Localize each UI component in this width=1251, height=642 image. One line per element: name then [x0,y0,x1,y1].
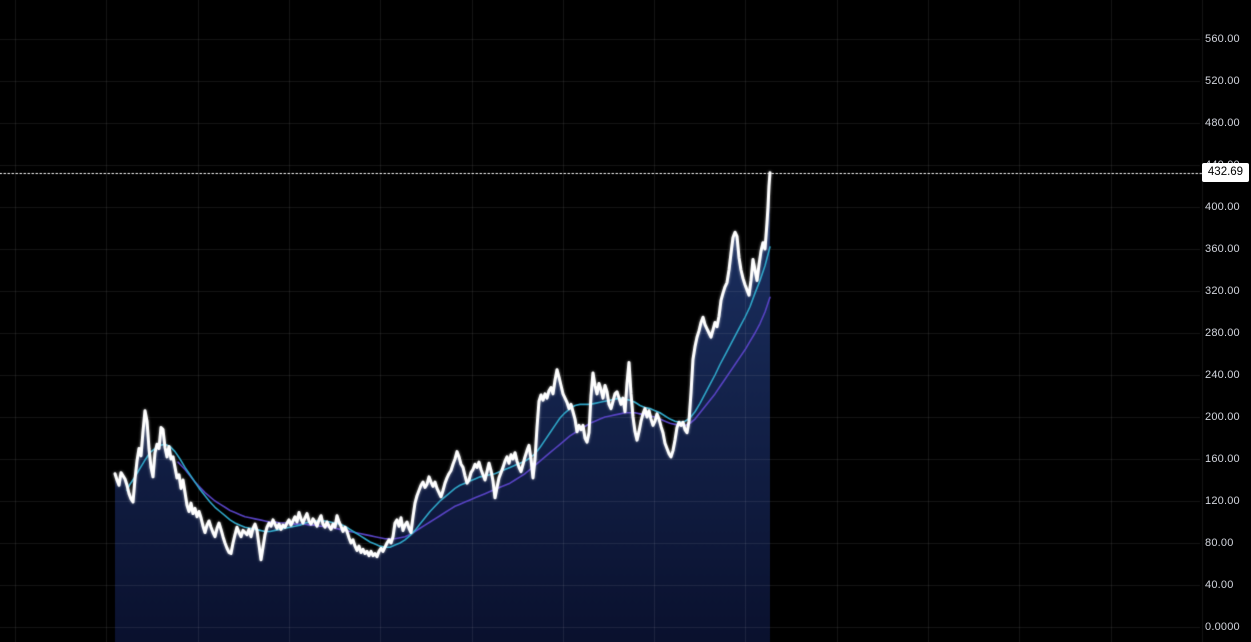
y-axis-label: 120.00 [1205,495,1240,507]
y-axis-label: 600.00 [1205,0,1240,3]
y-axis-label: 400.00 [1205,201,1240,213]
y-axis-label: 0.0000 [1205,621,1240,633]
y-axis-label: 360.00 [1205,243,1240,255]
y-axis-label: 240.00 [1205,369,1240,381]
y-axis-label: 280.00 [1205,327,1240,339]
y-axis-label: 320.00 [1205,285,1240,297]
y-axis-label: 160.00 [1205,453,1240,465]
y-axis-label: 480.00 [1205,117,1240,129]
current-price-tag: 432.69 [1202,163,1249,183]
y-axis-label: 40.00 [1205,579,1234,591]
y-axis-price-scale[interactable]: 600.00560.00520.00480.00440.00400.00360.… [1200,0,1251,642]
y-axis-label: 80.00 [1205,537,1234,549]
y-axis-label: 520.00 [1205,75,1240,87]
y-axis-label: 200.00 [1205,411,1240,423]
y-axis-label: 560.00 [1205,33,1240,45]
